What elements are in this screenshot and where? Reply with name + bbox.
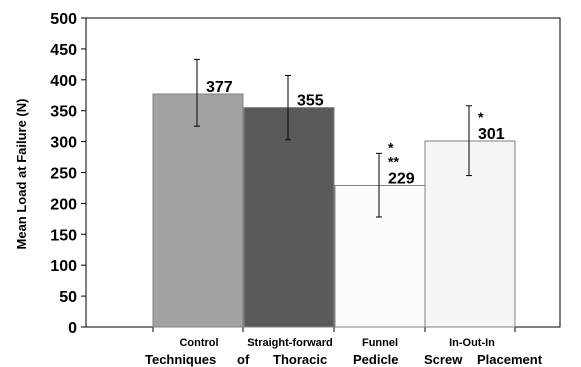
x-axis-title-word: of [237,352,250,367]
x-category-label: Control [179,337,218,349]
data-label: 229 [388,170,415,187]
significance-mark: ** [388,153,399,169]
x-axis-title-word: Pedicle [353,352,399,367]
x-axis-title-word: Screw [424,352,463,367]
y-tick-label: 0 [68,320,77,337]
bars [152,93,516,328]
x-category-label: In-Out-In [449,337,495,349]
x-axis-title-word: Techniques [145,352,216,367]
x-category-label: Funnel [362,337,398,349]
y-tick-label: 300 [50,135,77,152]
x-category-label: Straight-forward [247,337,333,349]
y-tick-label: 200 [50,196,77,213]
y-tick-label: 50 [59,289,77,306]
bar [152,93,244,328]
bar [424,140,516,328]
y-tick-label: 150 [50,227,77,244]
y-tick-label: 400 [50,73,77,90]
error-bars [194,58,472,218]
y-tick-label: 350 [50,104,77,121]
significance-mark: * [388,139,394,155]
significance-mark: * [478,109,484,125]
data-label: 301 [478,126,505,143]
x-axis-title-word: Thoracic [273,352,327,367]
bar [334,184,426,328]
data-label: 377 [206,79,233,96]
data-label: 355 [297,93,324,110]
y-axis-title: Mean Load at Failure (N) [14,99,29,250]
y-tick-label: 500 [50,11,77,28]
y-tick-label: 100 [50,258,77,275]
x-axis-title-word: Placement [477,352,543,367]
x-axis-title: Techniques of Thoracic Pedicle Screw Placemen… [145,352,543,367]
y-tick-label: 250 [50,166,77,183]
y-tick-label: 450 [50,42,77,59]
bar [243,107,335,328]
tick-labels: 0 50 100 150 200 250 300 350 400 450 500 Control Str… [50,11,495,349]
